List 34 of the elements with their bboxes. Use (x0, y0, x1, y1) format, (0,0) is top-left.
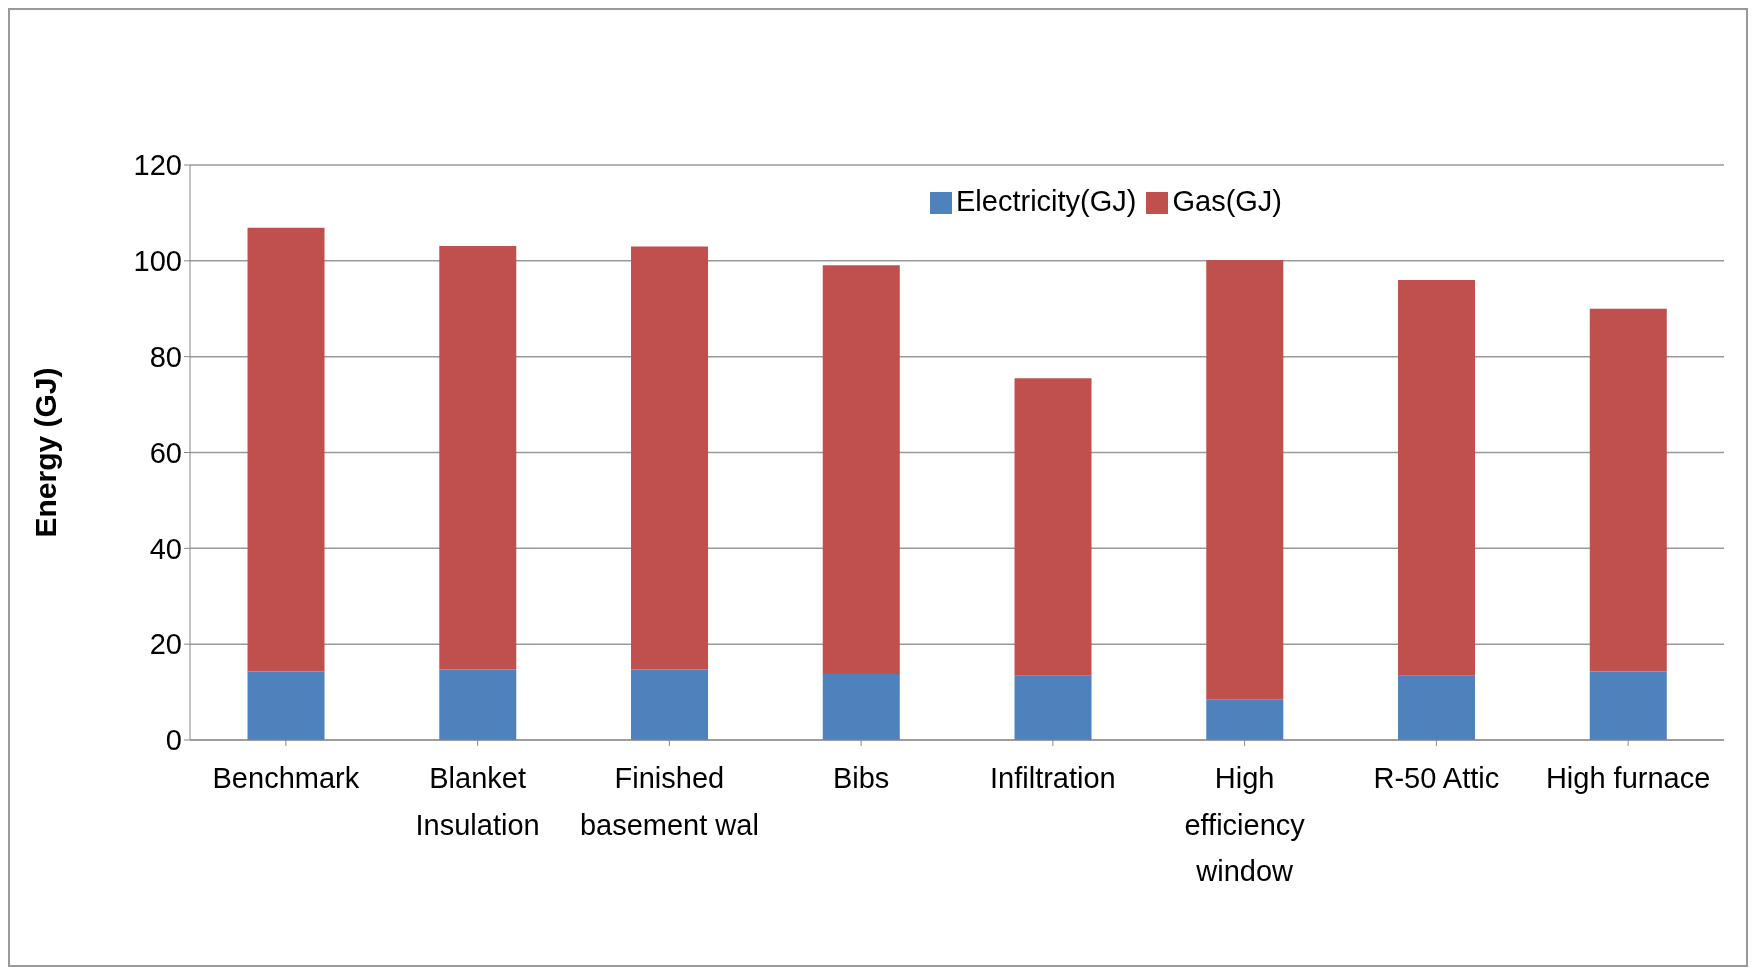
y-axis-title: Energy (GJ) (28, 367, 62, 538)
y-tick-label: 20 (149, 628, 182, 661)
legend-label: Electricity(GJ) (956, 185, 1137, 217)
bar (822, 265, 900, 674)
x-tick-label: Infiltration (990, 762, 1116, 795)
bar (1589, 671, 1667, 740)
bar (247, 671, 325, 740)
bar (1398, 675, 1476, 740)
y-tick-label: 40 (149, 532, 182, 565)
y-tick-label: 100 (133, 245, 182, 278)
bar (1206, 259, 1284, 700)
legend-label: Gas(GJ) (1172, 185, 1283, 217)
bar (247, 227, 325, 672)
bar (631, 669, 709, 740)
bar (1014, 378, 1092, 676)
bar (1206, 699, 1284, 740)
bar (439, 669, 517, 740)
x-tick-label: High efficiency window (1184, 762, 1306, 887)
x-tick-label: Benchmark (212, 762, 360, 795)
y-tick-label: 60 (149, 436, 182, 469)
y-tick-label: 0 (165, 724, 182, 757)
x-tick-label: Blanket Insulation (415, 762, 540, 841)
bar (1014, 675, 1092, 740)
bar (1398, 280, 1476, 676)
bar (439, 245, 517, 670)
x-tick-label: Bibs (832, 762, 890, 795)
bar (822, 673, 900, 740)
x-tick-label: High furnace (1545, 762, 1711, 795)
bar (631, 246, 709, 670)
x-tick-label: R-50 Attic (1373, 762, 1500, 795)
bar (1589, 308, 1667, 672)
y-tick-label: 120 (133, 149, 182, 182)
y-tick-label: 80 (149, 340, 182, 373)
x-tick-label: Finished basement wal (579, 762, 759, 841)
